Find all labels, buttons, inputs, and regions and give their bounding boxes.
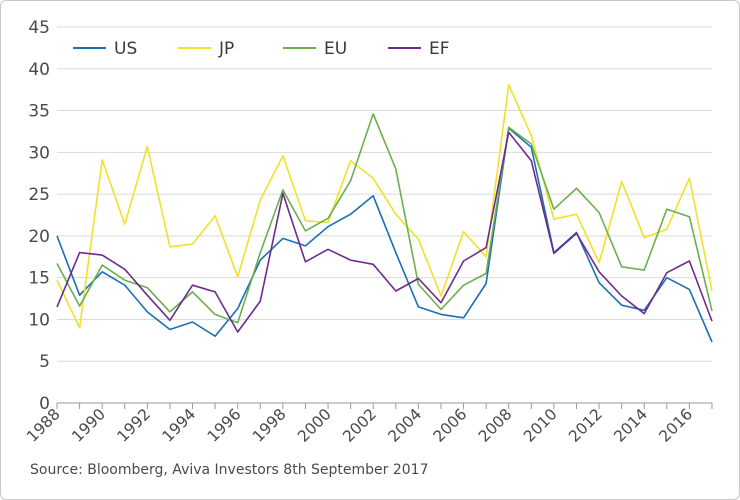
x-tick-label-2006: 2006 (430, 405, 471, 446)
y-tick-label-35: 35 (28, 102, 50, 122)
y-tick-label-45: 45 (28, 18, 50, 38)
x-tick-label-1996: 1996 (204, 405, 245, 446)
x-tick-label-1998: 1998 (249, 405, 290, 446)
series-line-jp (56, 83, 713, 329)
y-axis: 0 5 10 15 20 25 30 35 40 45 (28, 18, 50, 414)
x-tick-label-2016: 2016 (656, 405, 697, 446)
series-line-eu (56, 113, 713, 324)
x-tick-label-2012: 2012 (565, 405, 606, 446)
gridlines (57, 26, 712, 362)
x-tick-label-2004: 2004 (385, 405, 426, 446)
y-tick-label-15: 15 (28, 269, 50, 289)
x-axis: 1988 1990 1992 1994 1996 1998 2000 2002 2004 2006… (23, 402, 713, 446)
series-lines (56, 83, 713, 343)
y-tick-label-20: 20 (28, 227, 50, 247)
x-tick-label-1994: 1994 (159, 405, 200, 446)
legend-label-jp: JP (218, 39, 234, 59)
legend: US JP EU EF (73, 39, 450, 59)
x-tick-label-2010: 2010 (520, 405, 561, 446)
x-tick-label-2000: 2000 (294, 405, 335, 446)
y-tick-label-5: 5 (39, 352, 50, 372)
y-tick-label-0: 0 (39, 394, 50, 414)
legend-label-ef: EF (429, 39, 450, 59)
x-tick-label-1992: 1992 (114, 405, 155, 446)
y-tick-label-30: 30 (28, 143, 50, 163)
series-line-ef (56, 131, 713, 333)
y-tick-label-40: 40 (28, 60, 50, 80)
source-note: Source: Bloomberg, Aviva Investors 8th S… (30, 462, 429, 478)
series-line-us (56, 127, 713, 343)
x-tick-label-1990: 1990 (68, 405, 109, 446)
legend-label-eu: EU (324, 39, 347, 59)
x-tick-label-2002: 2002 (339, 405, 380, 446)
legend-label-us: US (114, 39, 137, 59)
y-tick-label-25: 25 (28, 185, 50, 205)
y-tick-label-10: 10 (28, 310, 50, 330)
x-tick-label-2008: 2008 (475, 405, 516, 446)
x-tick-label-2014: 2014 (610, 405, 651, 446)
